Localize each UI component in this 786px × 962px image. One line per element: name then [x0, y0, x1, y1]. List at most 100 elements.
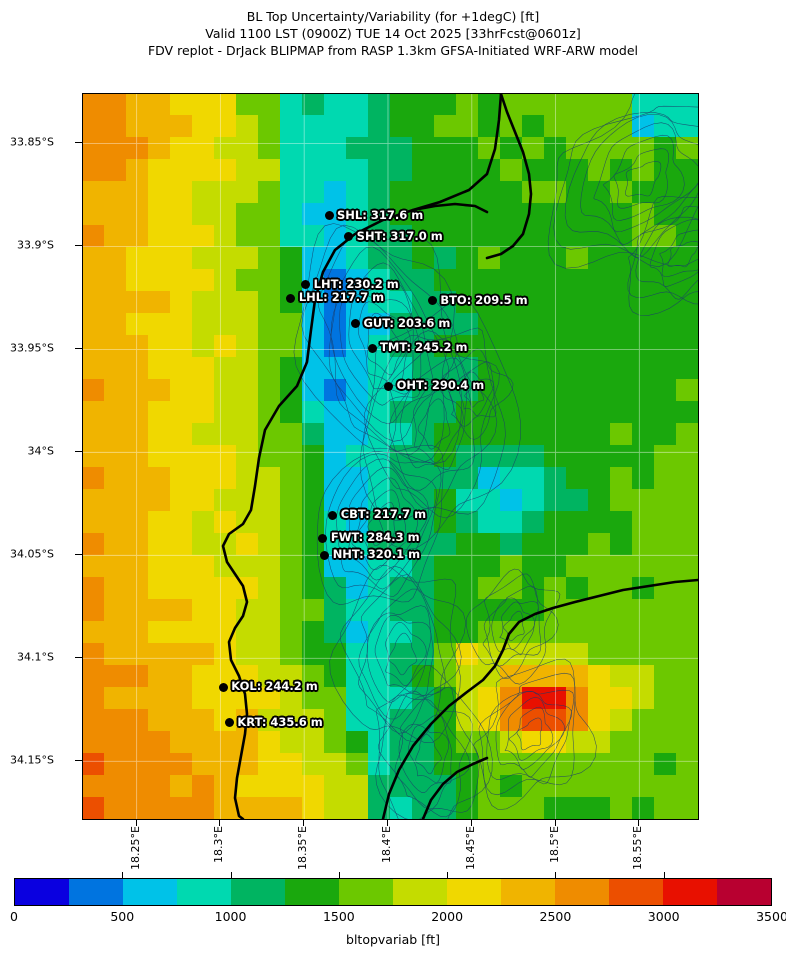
contour-south-peninsula — [375, 686, 480, 819]
coastline-table-bay — [485, 94, 533, 260]
contour-silvermine — [358, 588, 446, 720]
contour-central-ridge — [389, 357, 475, 491]
colorbar-tick-mark — [122, 872, 124, 878]
contour-helderberg — [499, 601, 535, 650]
station-dot-icon — [320, 550, 330, 560]
colorbar-swatch — [717, 879, 771, 905]
colorbar-swatch — [447, 879, 501, 905]
colorbar-tick-label: 3000 — [647, 909, 680, 924]
colorbar-tick-label: 1000 — [214, 909, 247, 924]
title-line-2: Valid 1100 LST (0900Z) TUE 14 Oct 2025 [… — [205, 26, 581, 41]
contour-central-ridge — [362, 297, 521, 551]
contour-table-mountain — [328, 246, 449, 442]
station-dot-icon — [367, 343, 377, 353]
x-tick-mark — [554, 819, 556, 826]
station-label: OHT: 290.4 m — [396, 378, 485, 393]
contour-silvermine — [340, 565, 467, 743]
contour-table-mountain — [301, 224, 455, 463]
coastline-bay-inner — [411, 202, 489, 214]
colorbar-tick-label: 2500 — [539, 909, 572, 924]
x-tick-label: 18.35°E — [296, 826, 310, 870]
station-dot-icon — [218, 682, 228, 692]
y-tick-mark — [75, 554, 82, 556]
border-east — [381, 578, 698, 819]
colorbar-swatch — [69, 879, 123, 905]
coastline-south-east — [421, 756, 489, 819]
colorbar-swatch — [501, 879, 555, 905]
coastline-and-borders — [221, 94, 698, 819]
y-tick-mark — [75, 760, 82, 762]
contour-tygerberg — [449, 361, 497, 427]
map-vector-overlay — [83, 94, 698, 819]
station-label: TMT: 245.2 m — [380, 340, 468, 355]
station-dot-icon — [301, 280, 311, 290]
contour-helderberg — [482, 573, 559, 679]
y-tick-mark — [75, 657, 82, 659]
colorbar-tick-mark — [447, 872, 449, 878]
contour-south-peninsula — [398, 714, 452, 793]
x-tick-mark — [135, 819, 137, 826]
x-tick-mark — [386, 819, 388, 826]
contour-constantiaberg — [358, 489, 406, 559]
coastline-west — [221, 94, 503, 819]
x-tick-mark — [638, 819, 640, 826]
contour-hottentots — [516, 717, 543, 751]
contour-central-ridge — [399, 378, 468, 471]
contour-hottentots — [508, 706, 554, 761]
y-tick-label: 34.05°S — [10, 547, 54, 561]
contour-helderberg — [503, 610, 525, 642]
map-plot-area[interactable]: SHL: 317.6 m SHT: 317.0 m LHT: 230.2 m LHL:… — [82, 93, 699, 820]
contour-silvermine — [329, 565, 461, 743]
y-tick-mark — [75, 245, 82, 247]
x-tick-mark — [303, 819, 305, 826]
contour-central-ridge — [387, 338, 498, 510]
colorbar-gradient[interactable] — [14, 878, 772, 906]
terrain-contour-lines — [293, 94, 698, 819]
contour-eastern-range — [564, 112, 698, 258]
contour-eastern-range — [625, 161, 662, 197]
x-tick-label: 18.25°E — [128, 826, 142, 870]
colorbar-swatch — [285, 879, 339, 905]
x-tick-label: 18.55°E — [631, 826, 645, 870]
station-label: KOL: 244.2 m — [231, 679, 318, 694]
colorbar-swatch — [339, 879, 393, 905]
station-dot-icon — [318, 533, 328, 543]
x-tick-label: 18.5°E — [547, 826, 561, 863]
colorbar-tick-mark — [338, 872, 340, 878]
y-tick-label: 34.1°S — [17, 650, 54, 664]
contour-table-mountain — [366, 312, 404, 376]
contour-eastern-range — [553, 105, 698, 268]
y-tick-label: 33.9°S — [17, 238, 54, 252]
contour-helderberg — [491, 597, 539, 656]
colorbar-tick-mark — [555, 872, 557, 878]
contour-silvermine — [358, 574, 462, 734]
contour-south-peninsula — [415, 733, 442, 775]
y-tick-label: 34°S — [27, 444, 54, 458]
station-label: SHL: 317.6 m — [337, 207, 424, 222]
station-label: SHT: 317.0 m — [356, 228, 443, 243]
contour-constantiaberg — [325, 453, 442, 597]
contour-table-mountain — [317, 233, 458, 455]
contour-silvermine — [388, 632, 417, 676]
colorbar-swatch — [231, 879, 285, 905]
colorbar-swatch — [663, 879, 717, 905]
contour-eastern-range-2 — [627, 206, 698, 305]
colorbar-section: bltopvariab [ft] 0 500 1000 1500 2000 2500 300… — [10, 872, 786, 947]
colorbar-swatch — [123, 879, 177, 905]
station-label: KRT: 435.6 m — [237, 714, 323, 729]
contour-helderberg — [483, 585, 542, 667]
contour-eastern-range-2 — [667, 240, 698, 268]
contour-constantiaberg — [336, 458, 437, 590]
contour-tygerberg — [458, 371, 494, 417]
colorbar-swatch — [15, 879, 69, 905]
contour-constantiaberg — [367, 502, 395, 546]
contour-hottentots — [504, 696, 565, 770]
title-line-1: BL Top Uncertainty/Variability (for +1de… — [246, 9, 540, 24]
contour-hottentots — [473, 658, 597, 810]
contour-helderberg — [465, 568, 561, 685]
contour-eastern-range-2 — [649, 219, 698, 287]
colorbar-tick-label: 2000 — [431, 909, 464, 924]
colorbar-tick-label: 3500 — [756, 909, 786, 924]
contour-south-peninsula — [408, 725, 450, 783]
station-dot-icon — [324, 211, 334, 221]
